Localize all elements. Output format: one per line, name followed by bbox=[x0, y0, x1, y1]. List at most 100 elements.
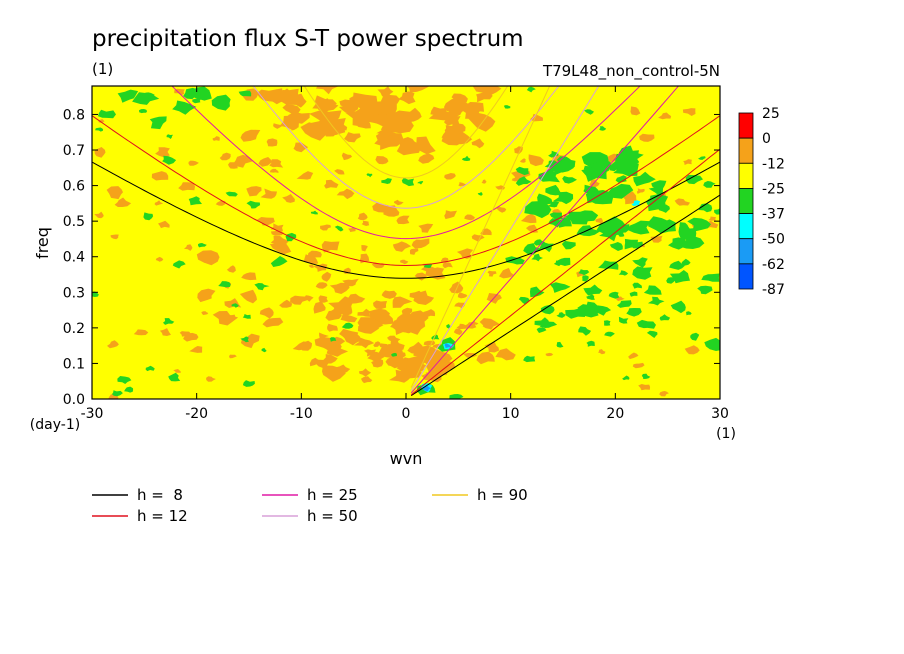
spectrum-region bbox=[239, 289, 257, 304]
spectrum-region bbox=[143, 212, 154, 221]
spectrum-region bbox=[313, 301, 326, 314]
spectrum-region bbox=[650, 235, 663, 243]
spectrum-region bbox=[431, 334, 440, 340]
spectrum-region bbox=[340, 331, 361, 344]
spectrum-region bbox=[444, 343, 452, 348]
spectrum-region bbox=[107, 340, 119, 349]
spectrum-region bbox=[528, 154, 544, 167]
spectrum-region bbox=[515, 166, 529, 176]
spectrum-region bbox=[682, 108, 696, 116]
spectrum-region bbox=[220, 314, 236, 321]
spectrum-region bbox=[520, 213, 537, 224]
spectrum-region bbox=[505, 256, 525, 265]
spectrum-region bbox=[124, 386, 134, 393]
spectrum-region bbox=[349, 100, 362, 107]
colorbar-label: -37 bbox=[762, 207, 785, 223]
spectrum-region bbox=[242, 380, 255, 387]
spectrum-region bbox=[387, 335, 401, 343]
spectrum-region bbox=[550, 282, 571, 293]
spectrum-region bbox=[95, 127, 104, 132]
spectrum-region bbox=[589, 190, 613, 205]
spectrum-region bbox=[628, 352, 639, 360]
spectrum-region bbox=[459, 105, 483, 119]
spectrum-region bbox=[704, 337, 720, 351]
spectrum-region bbox=[632, 282, 642, 289]
spectrum-region bbox=[530, 286, 545, 298]
spectrum-region bbox=[432, 351, 453, 364]
spectrum-region bbox=[636, 319, 656, 329]
x-tick-label: 10 bbox=[502, 406, 520, 422]
spectrum-region bbox=[166, 134, 174, 139]
spectrum-region bbox=[262, 317, 284, 328]
spectrum-region bbox=[633, 171, 656, 187]
spectrum-region bbox=[173, 369, 181, 373]
spectrum-region bbox=[256, 217, 275, 226]
legend-label: h = 12 bbox=[137, 507, 188, 525]
spectrum-region bbox=[112, 390, 123, 397]
spectrum-region bbox=[545, 352, 554, 357]
spectrum-region bbox=[534, 317, 550, 327]
spectrum-region bbox=[260, 188, 277, 199]
spectrum-region bbox=[545, 184, 563, 196]
spectrum-region bbox=[162, 155, 177, 165]
spectrum-region bbox=[444, 114, 461, 126]
spectrum-region bbox=[341, 152, 353, 161]
y-tick-label: 0.0 bbox=[63, 392, 85, 408]
spectrum-region bbox=[552, 209, 562, 216]
spectrum-region bbox=[172, 100, 197, 115]
spectrum-region bbox=[536, 327, 547, 333]
spectrum-region bbox=[322, 365, 346, 382]
spectrum-region bbox=[659, 391, 669, 397]
spectrum-region bbox=[586, 294, 595, 300]
colorbar: 25 0 -12 -25 -37 -50 -62 -87 bbox=[738, 106, 785, 298]
spectrum-region bbox=[155, 256, 164, 262]
spectrum-region bbox=[328, 306, 345, 315]
spectrum-region bbox=[321, 241, 340, 253]
spectrum-region bbox=[228, 162, 238, 169]
spectrum-region bbox=[106, 186, 123, 200]
spectrum-region bbox=[678, 236, 705, 249]
colorbar-label: 0 bbox=[762, 131, 771, 147]
spectrum-region bbox=[396, 138, 421, 156]
spectrum-region bbox=[409, 248, 419, 255]
kelvin-curve bbox=[410, 86, 600, 391]
kelvin-curve bbox=[410, 86, 680, 394]
spectrum-region bbox=[674, 198, 690, 206]
spectrum-region bbox=[383, 205, 400, 217]
spectrum-region bbox=[357, 212, 368, 221]
spectrum-region bbox=[684, 345, 700, 355]
spectrum-region bbox=[669, 260, 685, 270]
spectrum-region bbox=[117, 89, 139, 103]
colorbar-swatch bbox=[738, 238, 754, 265]
spectrum-region bbox=[300, 122, 338, 141]
spectrum-region bbox=[565, 212, 589, 225]
spectrum-region bbox=[685, 174, 703, 185]
spectrum-region bbox=[647, 296, 665, 306]
spectrum-region bbox=[178, 182, 195, 191]
spectrum-region bbox=[471, 138, 485, 149]
spectrum-region bbox=[481, 179, 487, 184]
spectrum-region bbox=[110, 234, 119, 240]
spectrum-region bbox=[381, 135, 399, 145]
spectrum-region bbox=[561, 240, 576, 250]
spectrum-region bbox=[452, 122, 466, 134]
spectrum-region bbox=[269, 168, 279, 173]
spectrum-region bbox=[261, 347, 267, 353]
spectrum-region bbox=[279, 299, 293, 308]
gravity-wave-curve bbox=[303, 86, 509, 179]
spectrum-region bbox=[117, 376, 132, 384]
spectrum-region bbox=[285, 93, 307, 108]
spectrum-region bbox=[98, 119, 105, 123]
spectrum-region bbox=[321, 271, 332, 282]
spectrum-region bbox=[381, 290, 397, 299]
spectrum-region bbox=[288, 111, 310, 124]
spectrum-region bbox=[604, 331, 615, 337]
spectrum-region bbox=[464, 214, 475, 221]
spectrum-region bbox=[336, 188, 355, 200]
spectrum-region bbox=[578, 269, 590, 276]
spectrum-region bbox=[447, 131, 473, 145]
spectrum-region bbox=[211, 94, 231, 111]
spectrum-region bbox=[242, 314, 251, 319]
spectrum-region bbox=[444, 210, 457, 220]
spectrum-region bbox=[681, 258, 691, 266]
